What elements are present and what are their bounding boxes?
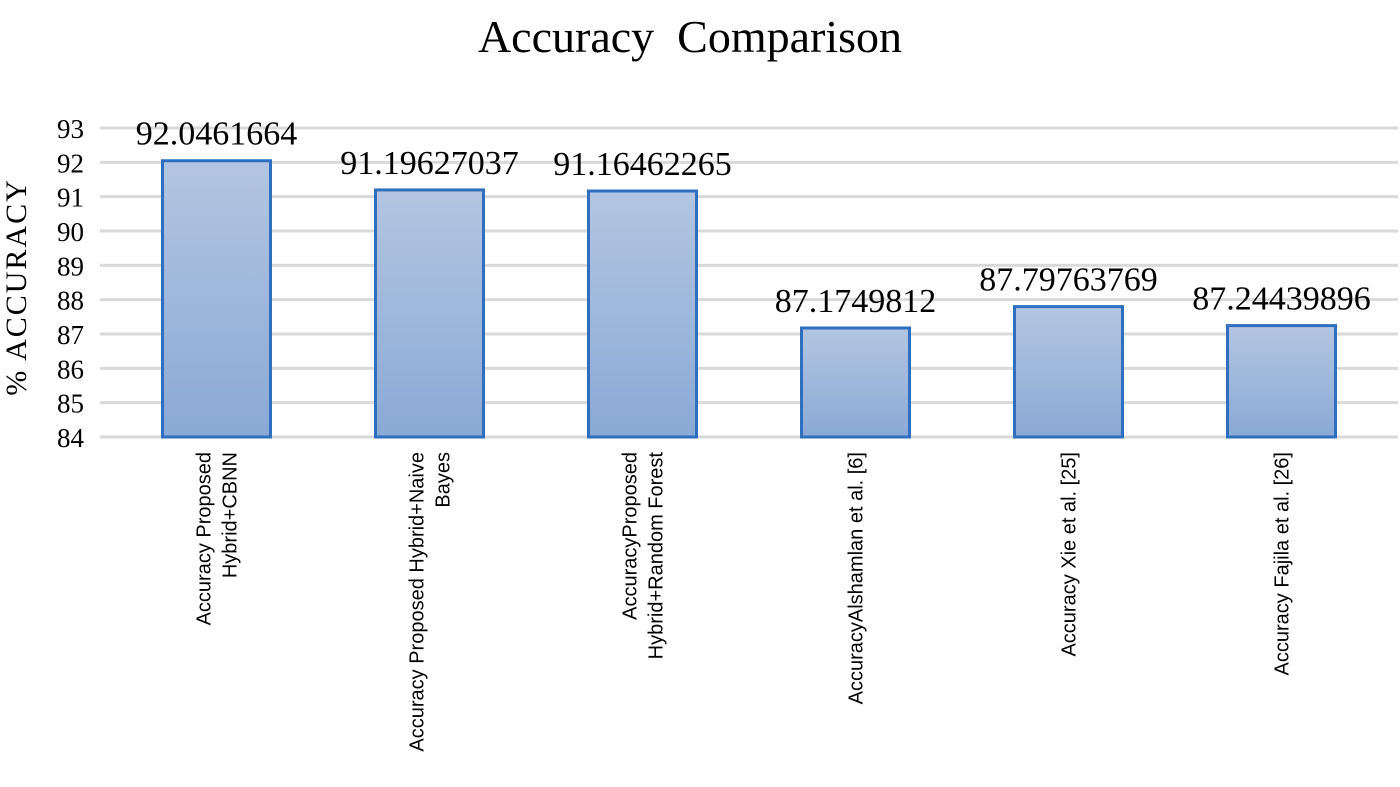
category-label-1: Accuracy Proposed	[194, 452, 216, 625]
bar-1	[161, 159, 272, 439]
data-label-5: 87.79763769	[979, 262, 1158, 299]
y-tick-label: 90	[57, 217, 84, 247]
category-label-3: Hybrid+Random Forest	[646, 452, 668, 660]
category-label-6: Accuracy Fajila et al. [26]	[1272, 452, 1294, 675]
y-tick-label: 93	[57, 114, 84, 144]
bar-4	[800, 326, 911, 439]
gridlines	[100, 126, 1398, 439]
data-label-3: 91.16462265	[553, 146, 732, 183]
y-axis-ticks: 84 85 86 87 88 89 90 91 92 93	[57, 114, 85, 453]
y-tick-label: 88	[57, 286, 84, 316]
data-labels: 92.0461664 91.19627037 91.16462265 87.17498…	[136, 116, 1371, 320]
category-label-2: Accuracy Proposed Hybrid+Naive	[407, 452, 429, 752]
data-label-1: 92.0461664	[136, 116, 298, 153]
category-label-3: AccuracyProposed	[620, 452, 642, 620]
y-tick-label: 89	[57, 251, 84, 281]
chart-title: Accuracy Comparison	[478, 11, 902, 62]
category-label-1: Hybrid+CBNN	[220, 452, 242, 578]
y-tick-label: 91	[57, 183, 84, 213]
x-axis-category-labels: Accuracy Proposed Hybrid+CBNN Accuracy Pro…	[194, 452, 1294, 752]
bar-3	[587, 189, 698, 439]
y-axis-label: % ACCURACY	[0, 178, 33, 396]
y-tick-label: 86	[57, 354, 84, 384]
bar-2	[374, 188, 485, 439]
category-label-4: AccuracyAlshamlan et al. [6]	[846, 452, 868, 704]
y-tick-label: 85	[57, 389, 84, 419]
bar-6	[1226, 324, 1337, 439]
data-label-4: 87.1749812	[775, 283, 937, 320]
bars	[161, 159, 1337, 439]
bar-5	[1013, 305, 1124, 439]
category-label-2: Bayes	[433, 452, 455, 508]
y-tick-label: 87	[57, 320, 84, 350]
y-tick-label: 84	[57, 423, 85, 453]
data-label-2: 91.19627037	[340, 145, 519, 182]
data-label-6: 87.24439896	[1192, 281, 1371, 318]
y-tick-label: 92	[57, 148, 84, 178]
category-label-5: Accuracy Xie et al. [25]	[1059, 452, 1081, 657]
